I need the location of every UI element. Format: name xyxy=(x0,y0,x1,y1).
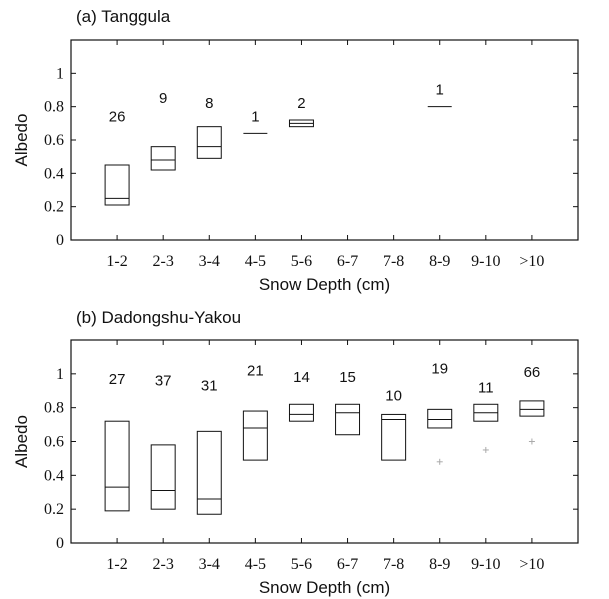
x-tick-label: 5-6 xyxy=(291,253,312,270)
count-label: 10 xyxy=(385,388,402,405)
iqr-box xyxy=(519,400,545,417)
x-tick-label: >10 xyxy=(519,556,544,573)
plot-frame xyxy=(70,39,579,241)
y-tick-label: 0 xyxy=(56,535,64,552)
x-tick-label: 9-10 xyxy=(471,253,500,270)
y-tick-label: 1 xyxy=(56,65,64,82)
x-tick-label: 4-5 xyxy=(245,556,266,573)
box-5-6: 14 xyxy=(288,369,314,422)
x-tick-label: 3-4 xyxy=(199,253,220,270)
iqr-box xyxy=(242,410,268,461)
x-tick-label: 8-9 xyxy=(429,556,450,573)
count-label: 15 xyxy=(339,369,356,386)
box-7-8: 10 xyxy=(381,388,407,461)
iqr-box xyxy=(104,164,130,206)
x-tick-label: 7-8 xyxy=(383,253,404,270)
count-label: 66 xyxy=(524,364,541,381)
box-9-10: 11 xyxy=(473,379,499,453)
box-4-5: 21 xyxy=(242,362,268,461)
x-tick-label: 2-3 xyxy=(153,556,174,573)
box-3-4: 8 xyxy=(196,95,222,159)
count-label: 31 xyxy=(201,378,218,395)
plot-frame xyxy=(70,339,579,544)
count-label: 14 xyxy=(293,369,310,386)
iqr-box xyxy=(150,146,176,171)
box-1-2: 26 xyxy=(104,108,130,206)
iqr-box xyxy=(196,126,222,159)
x-tick-label: 3-4 xyxy=(199,556,220,573)
x-tick-label: 5-6 xyxy=(291,556,312,573)
count-label: 2 xyxy=(297,95,305,112)
iqr-box xyxy=(104,420,130,512)
y-tick-label: 0.6 xyxy=(44,434,64,451)
count-label: 27 xyxy=(109,371,126,388)
iqr-box xyxy=(196,430,222,515)
box-2-3: 9 xyxy=(150,90,176,171)
x-tick-label: >10 xyxy=(519,253,544,270)
box-3-4: 31 xyxy=(196,378,222,515)
x-axis-label: Snow Depth (cm) xyxy=(259,578,390,597)
y-tick-label: 0.2 xyxy=(44,501,64,518)
x-tick-label: 7-8 xyxy=(383,556,404,573)
x-tick-label: 6-7 xyxy=(337,556,358,573)
box-4-5: 1 xyxy=(243,108,268,134)
count-label: 19 xyxy=(431,361,448,378)
box-1-2: 27 xyxy=(104,371,130,512)
iqr-box xyxy=(381,413,407,461)
y-tick-label: 0.4 xyxy=(44,467,64,484)
box-8-9: 1 xyxy=(427,82,452,108)
box-5-6: 2 xyxy=(288,95,314,128)
iqr-box xyxy=(288,403,314,422)
x-tick-label: 4-5 xyxy=(245,253,266,270)
count-label: 11 xyxy=(478,379,494,396)
x-tick-label: 1-2 xyxy=(106,556,127,573)
count-label: 8 xyxy=(205,95,213,112)
count-label: 37 xyxy=(155,373,172,390)
iqr-box xyxy=(427,408,453,429)
y-tick-label: 1 xyxy=(56,366,64,383)
x-tick-label: 1-2 xyxy=(106,253,127,270)
y-tick-label: 0.6 xyxy=(44,132,64,149)
iqr-box xyxy=(335,403,361,436)
panel-dadongshu-yakou: (b) Dadongshu-Yakou 0 0.2 0.4 0.6 0.8 1 1-2 2-3 3… xyxy=(12,308,579,597)
count-label: 1 xyxy=(251,108,259,125)
y-tick-label: 0.8 xyxy=(44,99,64,116)
panel-title: (a) Tanggula xyxy=(76,7,171,26)
count-label: 9 xyxy=(159,90,167,107)
x-tick-label: 8-9 xyxy=(429,253,450,270)
count-label: 21 xyxy=(247,362,264,379)
y-tick-label: 0.4 xyxy=(44,165,64,182)
count-label: 26 xyxy=(109,108,126,125)
count-label: 1 xyxy=(436,82,444,99)
y-tick-label: 0.8 xyxy=(44,400,64,417)
x-tick-label: 9-10 xyxy=(471,556,500,573)
box->10: 66 xyxy=(519,364,545,445)
panel-title: (b) Dadongshu-Yakou xyxy=(76,308,241,327)
box-2-3: 37 xyxy=(150,373,176,510)
y-axis-label: Albedo xyxy=(12,415,31,468)
iqr-box xyxy=(150,444,176,510)
panel-tanggula: (a) Tanggula 0 0.2 0.4 0.6 0.8 1 1-2 2-3 3-4 4-5 5-… xyxy=(12,7,579,294)
y-tick-label: 0 xyxy=(56,232,64,249)
y-axis-label: Albedo xyxy=(12,114,31,167)
x-axis-label: Snow Depth (cm) xyxy=(259,275,390,294)
x-tick-label: 6-7 xyxy=(337,253,358,270)
box-8-9: 19 xyxy=(427,361,453,465)
box-6-7: 15 xyxy=(335,369,361,436)
y-tick-label: 0.2 xyxy=(44,199,64,216)
x-tick-label: 2-3 xyxy=(153,253,174,270)
